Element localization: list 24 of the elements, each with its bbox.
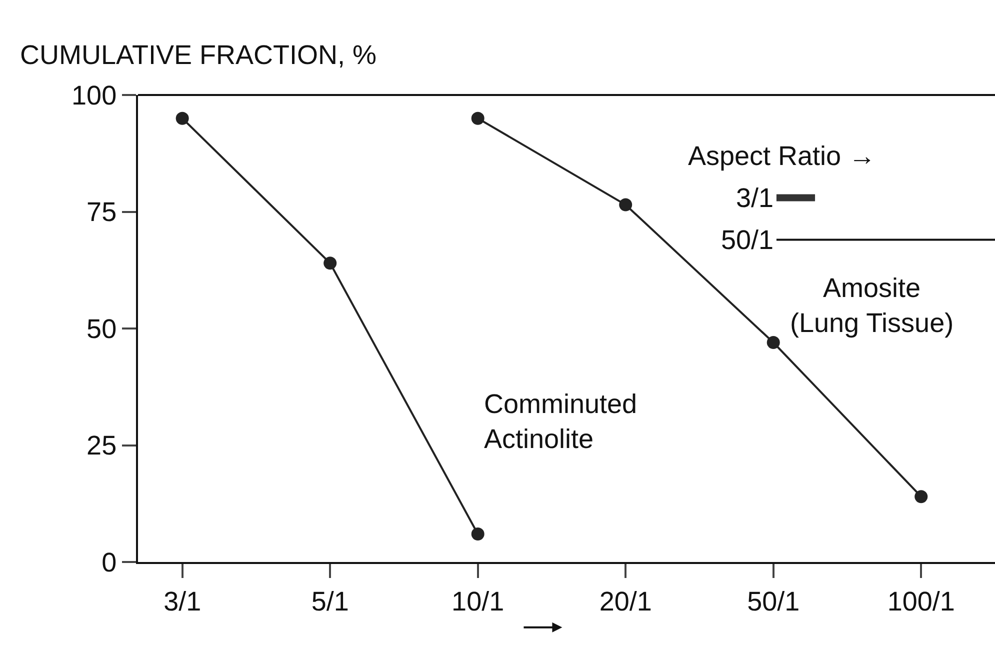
series-label: Amosite (Lung Tissue)	[790, 273, 954, 338]
annotation: 50/1	[721, 225, 774, 255]
y-tick-label: 50	[86, 314, 117, 344]
x-tick-label: 10/1	[452, 586, 504, 616]
series-label: Comminuted Actinolite	[484, 389, 638, 454]
point	[766, 336, 780, 350]
y-axis-title: CUMULATIVE FRACTION, %	[20, 40, 377, 70]
annotation: 3/1	[736, 183, 774, 213]
y-tick-label: 75	[86, 197, 117, 228]
point	[471, 112, 484, 125]
x-tick-label: 20/1	[599, 586, 652, 616]
point	[914, 490, 928, 504]
y-tick-label: 100	[72, 80, 117, 110]
annotation: Aspect Ratio →	[688, 141, 876, 171]
x-tick-label: 50/1	[747, 586, 800, 616]
y-tick-label: 0	[102, 547, 117, 578]
y-tick-label: 25	[86, 430, 117, 461]
x-tick-label: 100/1	[887, 586, 955, 616]
point	[176, 112, 189, 125]
point	[324, 256, 337, 270]
point	[471, 527, 484, 540]
x-tick-label: 3/1	[164, 586, 202, 616]
x-tick-label: 5/1	[311, 586, 349, 616]
point	[619, 198, 632, 212]
